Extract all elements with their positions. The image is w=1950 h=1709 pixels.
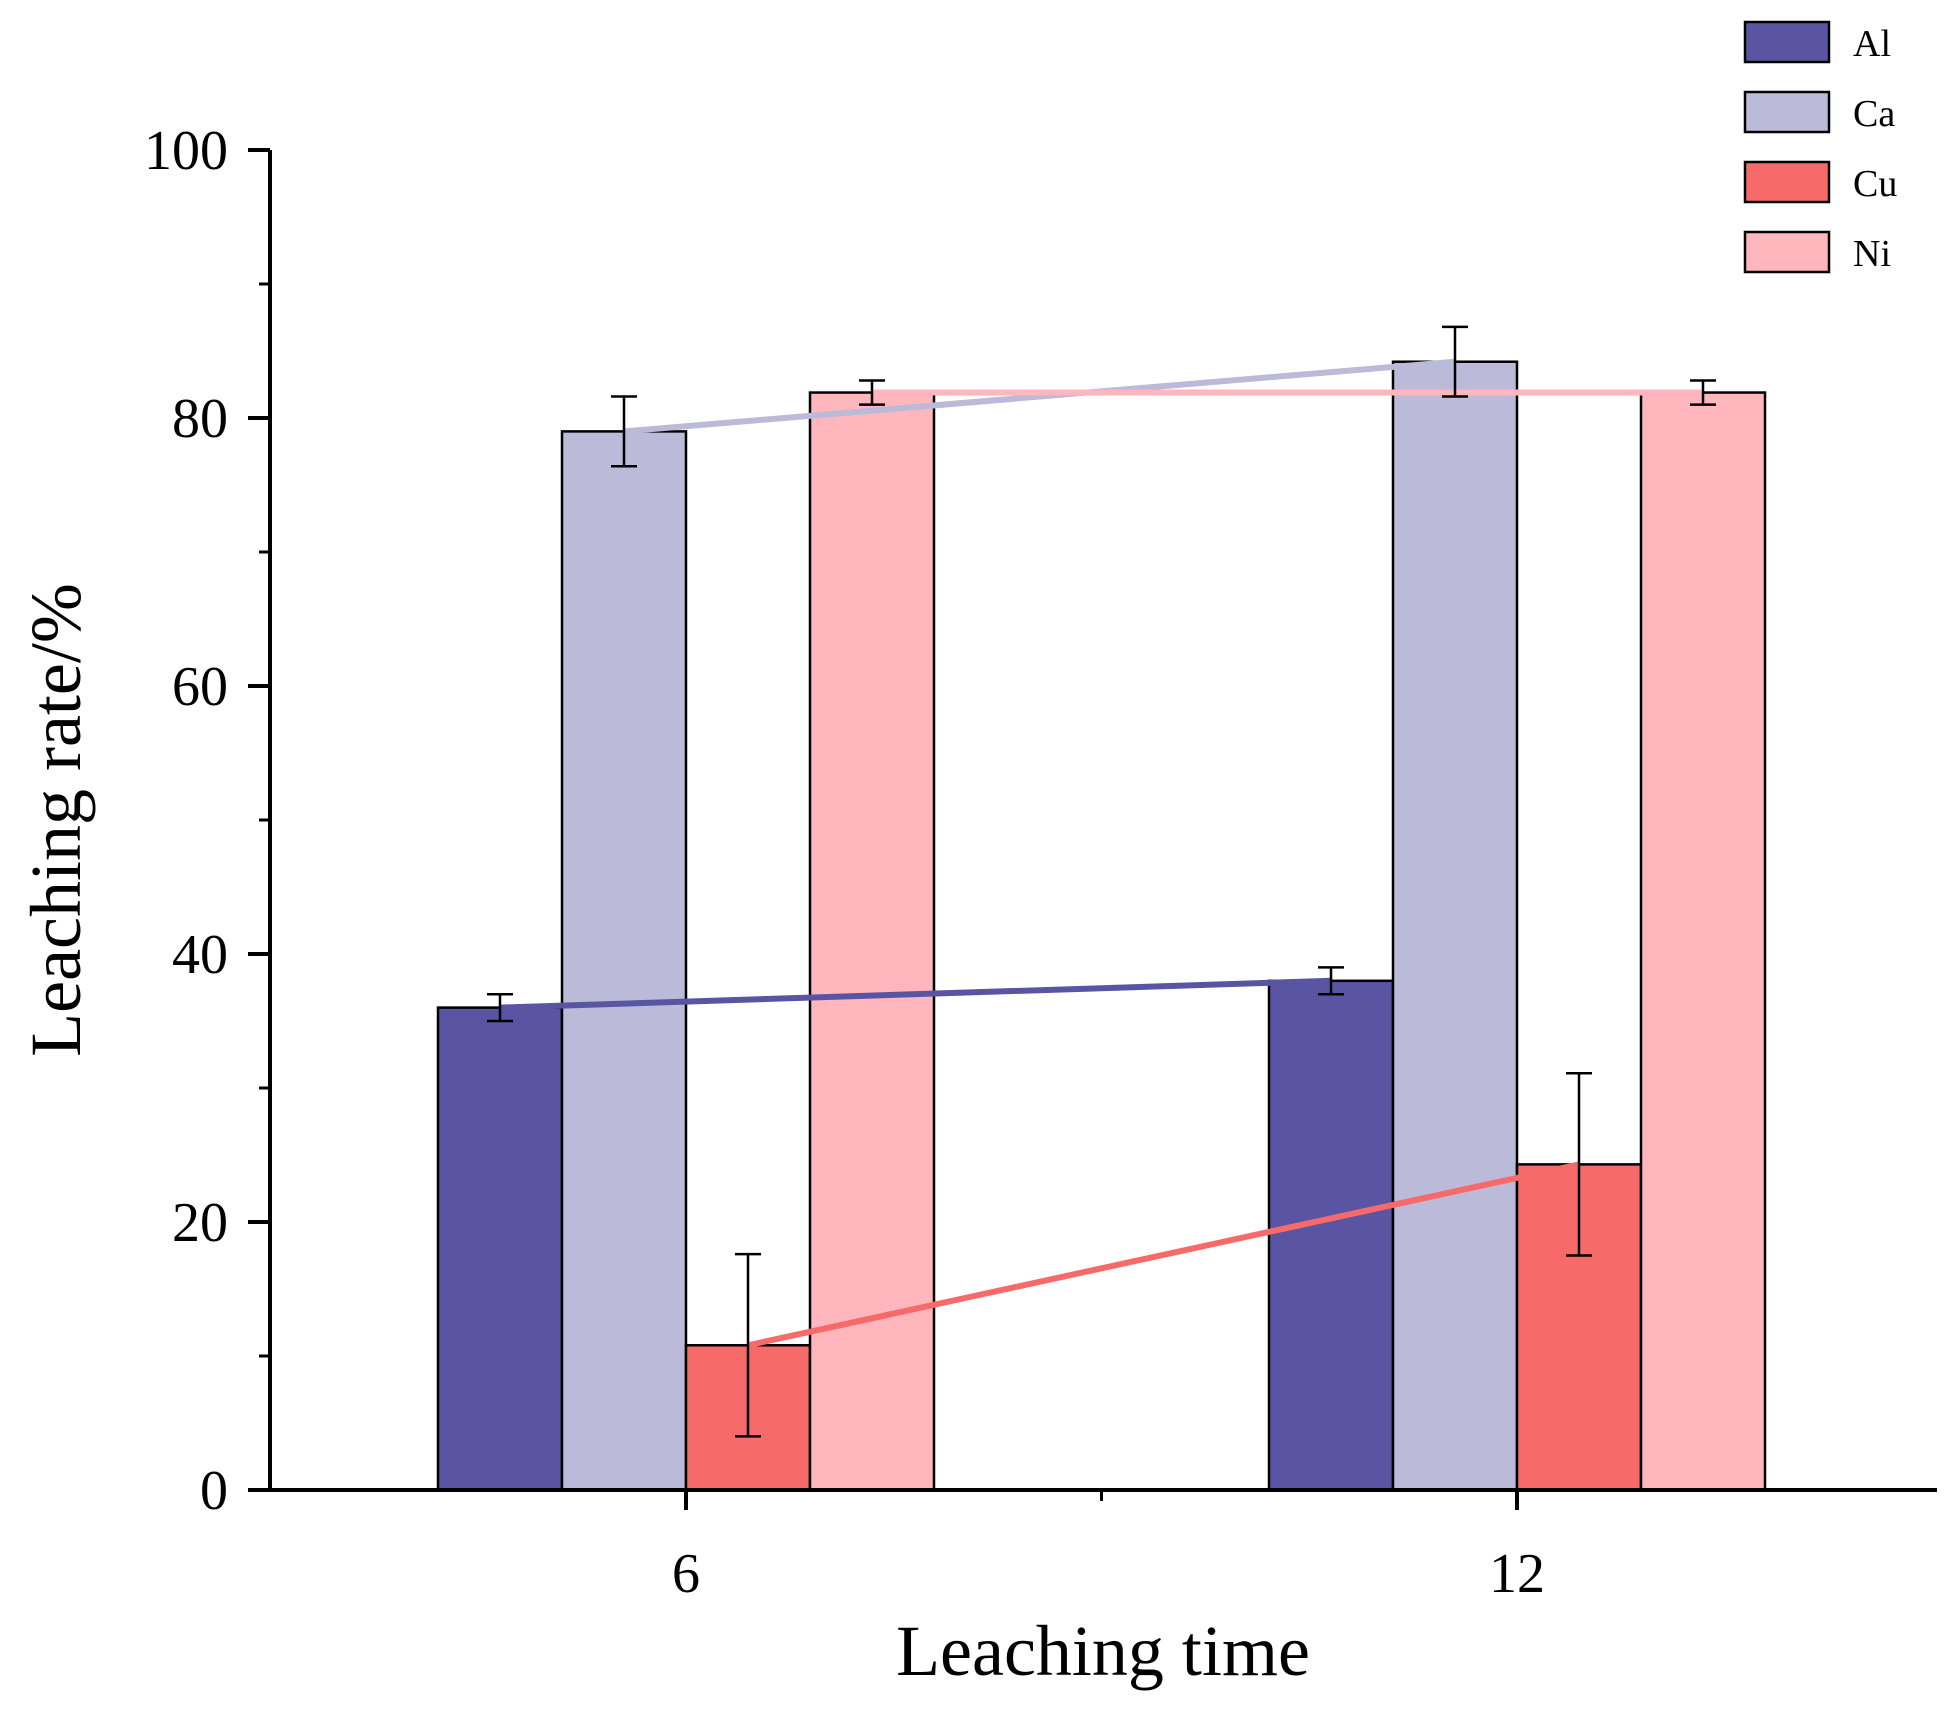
y-tick-label-80: 80 (172, 388, 228, 450)
bar-ca-12 (1391, 360, 1519, 1492)
legend-swatch-al (1743, 20, 1831, 64)
trend-lines-group (499, 358, 1703, 1349)
x-tick-label-6: 6 (672, 1543, 700, 1605)
x-axis-title: Leaching time (896, 1611, 1310, 1691)
legend-label-ca: Ca (1853, 93, 1895, 135)
legend-label-ni: Ni (1853, 233, 1891, 275)
legend-swatch-ca (1743, 90, 1831, 134)
y-ticks-group: 0 20 40 60 80 100 (144, 120, 270, 1522)
y-tick-label-100: 100 (144, 120, 228, 182)
bar-ni-12 (1639, 391, 1767, 1492)
error-bars-group (487, 325, 1716, 1438)
legend-label-cu: Cu (1853, 163, 1897, 205)
y-tick-label-60: 60 (172, 656, 228, 718)
trend-line-al (499, 977, 1332, 1011)
trend-line-ca (623, 358, 1456, 435)
x-tick-label-12: 12 (1489, 1543, 1545, 1605)
y-axis-title: Leaching rate/% (16, 583, 96, 1057)
legend-swatch-ni (1743, 230, 1831, 274)
bar-al-12 (1267, 979, 1395, 1492)
legend: Al Ca Cu Ni (1743, 20, 1897, 275)
bar-al-6 (436, 1006, 564, 1492)
legend-label-al: Al (1853, 23, 1891, 65)
y-tick-label-20: 20 (172, 1192, 228, 1254)
bars-group (436, 360, 1767, 1492)
x-ticks-group: 6 12 (672, 1490, 1545, 1605)
trend-line-cu (747, 1161, 1580, 1349)
y-tick-label-0: 0 (200, 1460, 228, 1522)
bar-ca-6 (560, 430, 688, 1492)
y-tick-label-40: 40 (172, 924, 228, 986)
legend-swatch-cu (1743, 160, 1831, 204)
